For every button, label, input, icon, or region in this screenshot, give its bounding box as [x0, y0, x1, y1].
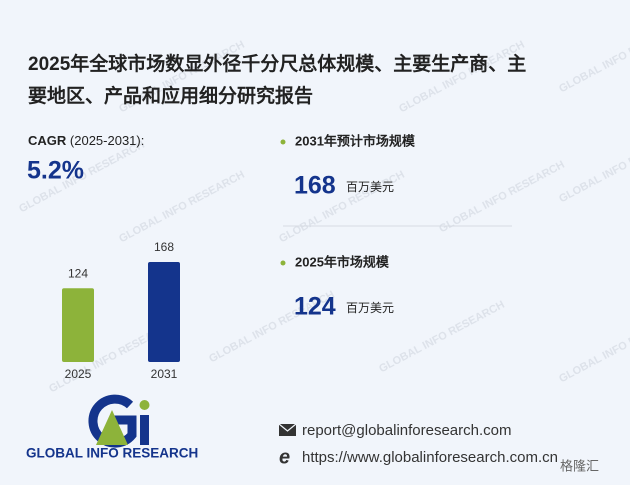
bar: [148, 262, 180, 362]
x-tick-label: 2031: [151, 367, 178, 381]
x-tick-label: 2025: [65, 367, 92, 381]
value-label: 124: [68, 266, 88, 280]
corner-logo: 格隆汇: [560, 458, 599, 473]
cagr-value: 5.2%: [27, 157, 84, 185]
cagr-name: CAGR: [28, 133, 67, 148]
cagr-period: (2025-2031):: [70, 133, 144, 148]
logo-dot: [139, 400, 150, 410]
web-icon: e: [279, 446, 290, 468]
stat-unit: 百万美元: [346, 180, 394, 194]
bullet: [280, 260, 286, 266]
stat-value: 168: [294, 172, 336, 200]
logo-text: GLOBAL INFO RESEARCH: [26, 446, 198, 461]
logo: [88, 394, 150, 448]
value-label: 168: [154, 240, 174, 254]
cagr-label: CAGR (2025-2031):: [28, 133, 144, 148]
logo-shape: [96, 410, 128, 445]
envelope-flap: [278, 423, 297, 432]
bullet: [280, 139, 286, 145]
stat-value: 124: [294, 293, 336, 321]
stat-unit: 百万美元: [346, 301, 394, 315]
email: report@globalinforesearch.com: [302, 422, 512, 439]
title: 要地区、产品和应用细分研究报告: [28, 84, 313, 107]
stat-label: 2025年市场规模: [295, 254, 390, 269]
website: https://www.globalinforesearch.com.cn: [302, 449, 558, 466]
bar: [62, 288, 94, 362]
email-icon: [278, 423, 297, 436]
stat-label: 2031年预计市场规模: [295, 133, 416, 148]
logo-i: [140, 415, 149, 445]
title: 2025年全球市场数显外径千分尺总体规模、主要生产商、主: [28, 52, 526, 75]
